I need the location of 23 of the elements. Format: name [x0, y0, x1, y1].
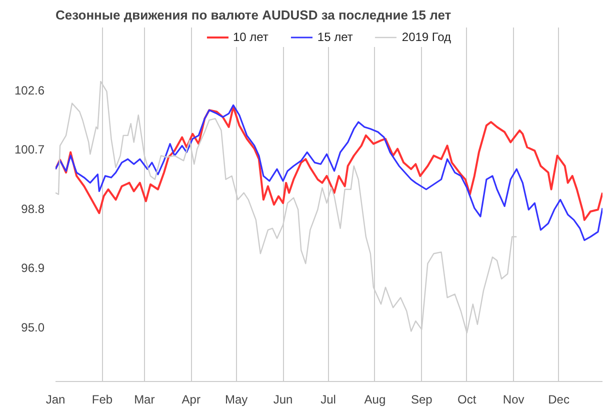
y-tick-label: 95.0 — [21, 320, 45, 334]
x-tick-label: Sep — [411, 392, 433, 406]
y-tick-label: 100.7 — [14, 142, 45, 157]
x-tick-label: Apr — [182, 392, 200, 406]
legend-label: 15 лет — [317, 30, 353, 44]
x-tick-label: May — [224, 392, 248, 406]
x-tick-label: Aug — [364, 392, 386, 406]
x-tick-label: Jul — [320, 392, 336, 406]
legend-label: 2019 Год — [402, 30, 452, 44]
y-tick-label: 102.6 — [14, 83, 45, 98]
legend-label: 10 лет — [232, 30, 268, 44]
line-series — [56, 106, 602, 221]
x-tick-label: Feb — [92, 392, 113, 406]
x-tick-label: Oct — [458, 392, 477, 406]
x-tick-label: Jan — [46, 392, 66, 406]
x-tick-label: Jun — [273, 392, 293, 406]
x-tick-label: Mar — [134, 392, 155, 406]
chart-title: Сезонные движения по валюте AUDUSD за последние 15 лет — [56, 8, 452, 22]
y-tick-label: 98.8 — [21, 202, 45, 216]
line-series — [56, 104, 602, 242]
x-tick-label: Nov — [502, 392, 524, 406]
x-tick-label: Dec — [548, 392, 570, 406]
y-tick-label: 96.9 — [21, 261, 45, 276]
